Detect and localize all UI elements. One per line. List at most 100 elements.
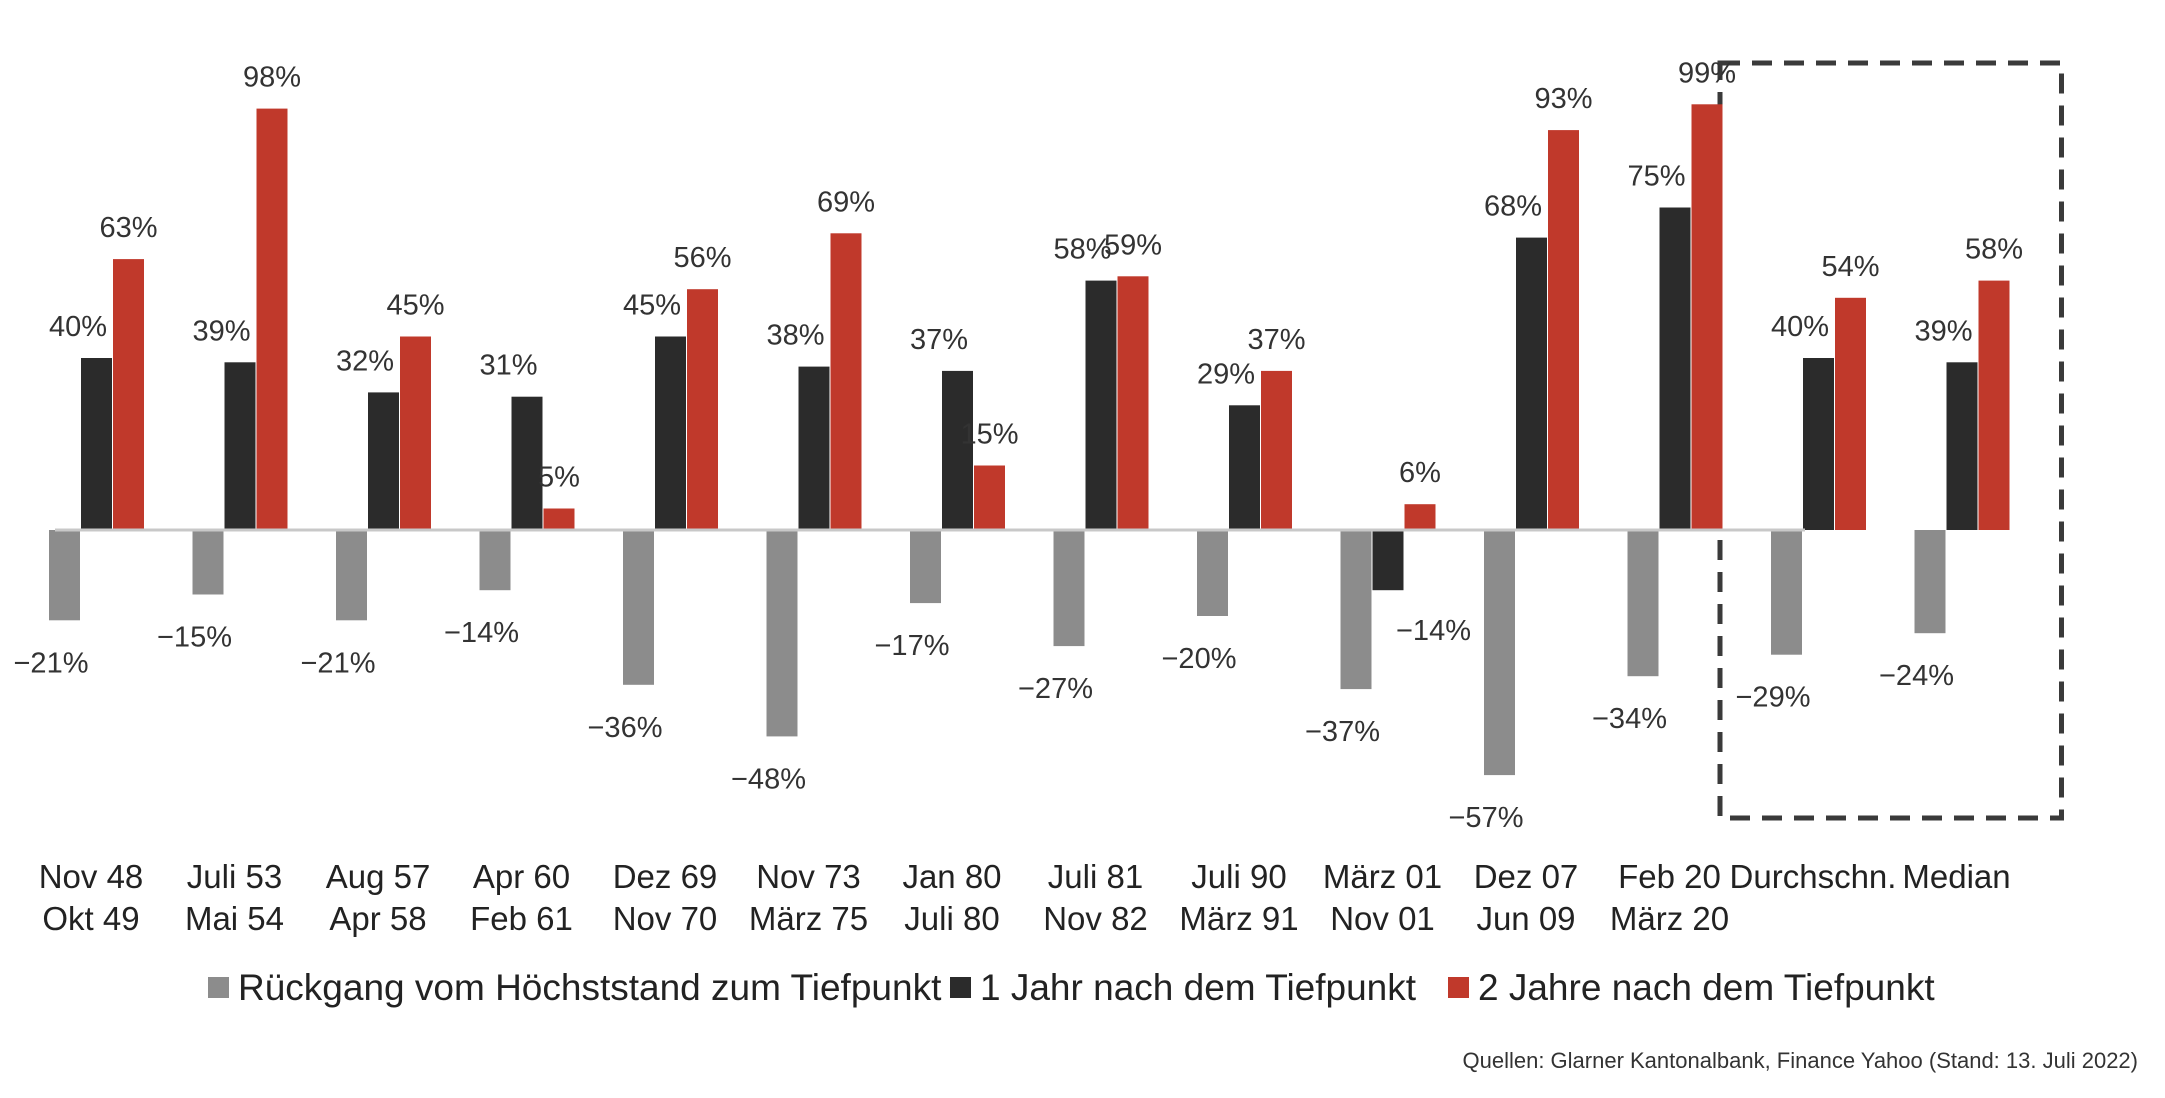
data-label-s3-5: 56% [673,242,731,274]
x-tick-label-5-2: Nov 70 [613,900,718,937]
data-label-s3-9: 37% [1247,324,1305,356]
data-label-s2-12: 75% [1627,161,1685,193]
x-tick-label-6-2: März 75 [749,900,868,937]
data-label-s1-5: −36% [588,712,663,744]
data-label-s1-8: −27% [1018,673,1093,705]
bar-s1-9 [1197,530,1228,616]
data-label-s3-4: 5% [538,462,580,494]
bar-s1-3 [336,530,367,621]
x-tick-label-12-2: März 20 [1610,900,1729,937]
bar-s1-7 [910,530,941,604]
bar-s3-5 [687,289,718,530]
data-label-s1-9: −20% [1162,643,1237,675]
bar-s1-5 [623,530,654,685]
bar-s2-4 [511,396,543,530]
data-label-s3-1: 63% [99,212,157,244]
bar-s1-10 [1340,530,1372,690]
legend-swatch-2 [950,977,971,998]
data-label-s3-3: 45% [386,290,444,322]
bar-s2-12 [1659,207,1691,530]
data-label-s1-1: −21% [14,647,89,679]
data-label-s3-8: 59% [1104,229,1162,261]
bar-s3-6 [830,233,862,531]
data-label-s3-12: 99% [1678,57,1736,89]
x-tick-label-10-2: Nov 01 [1330,900,1435,937]
bar-s2-1 [81,358,112,530]
bar-s3-1 [113,259,144,530]
bar-s2-2 [224,362,256,530]
data-label-s1-13: −29% [1736,682,1811,714]
x-tick-label-14-1: Median [1902,858,2010,895]
bar-s2-13 [1803,358,1834,530]
data-label-s3-14: 58% [1965,234,2023,266]
legend-label-3: 2 Jahre nach dem Tiefpunkt [1478,967,1935,1008]
x-tick-label-2-2: Mai 54 [185,900,284,937]
bar-s1-14 [1914,530,1946,634]
x-tick-label-2-1: Juli 53 [187,858,282,895]
data-label-s1-14: −24% [1879,660,1954,692]
bar-s3-14 [1978,280,2010,530]
data-label-s2-5: 45% [623,290,681,322]
data-label-s2-7: 37% [910,324,968,356]
data-label-s2-3: 32% [336,345,394,377]
bar-s3-10 [1404,504,1436,530]
bar-s3-8 [1117,276,1149,530]
bar-s3-4 [543,508,575,530]
data-label-s2-9: 29% [1197,358,1255,390]
x-tick-label-9-2: März 91 [1179,900,1298,937]
bar-s1-2 [192,530,224,595]
x-tick-label-8-2: Nov 82 [1043,900,1148,937]
bar-s2-14 [1946,362,1978,530]
x-tick-label-11-1: Dez 07 [1474,858,1579,895]
bar-s2-7 [942,370,973,530]
data-label-s3-11: 93% [1534,83,1592,115]
data-label-s3-6: 69% [817,186,875,218]
x-tick-label-9-1: Juli 90 [1191,858,1286,895]
x-tick-label-4-1: Apr 60 [473,858,570,895]
data-label-s2-13: 40% [1771,311,1829,343]
bar-s1-12 [1627,530,1659,677]
bar-s3-3 [400,336,431,530]
x-tick-label-5-1: Dez 69 [613,858,718,895]
x-tick-label-8-1: Juli 81 [1048,858,1143,895]
x-tick-label-12-1: Feb 20 [1618,858,1721,895]
data-label-s3-2: 98% [243,62,301,94]
x-tick-label-11-2: Jun 09 [1476,900,1575,937]
x-tick-label-7-1: Jan 80 [902,858,1001,895]
data-label-s1-10: −37% [1305,716,1380,748]
bar-s2-10 [1372,530,1404,591]
x-tick-label-3-2: Apr 58 [329,900,426,937]
data-label-s2-10: −14% [1396,615,1471,647]
bar-s2-6 [798,366,830,530]
bar-s1-4 [479,530,511,591]
data-label-s1-7: −17% [875,630,950,662]
data-label-s1-4: −14% [444,617,519,649]
data-label-s2-11: 68% [1484,191,1542,223]
bar-s2-9 [1229,405,1260,530]
bar-s2-5 [655,336,686,530]
legend-label-1: Rückgang vom Höchststand zum Tiefpunkt [238,967,942,1008]
data-label-s1-2: −15% [157,622,232,654]
bar-s2-3 [368,392,399,530]
bar-s3-2 [256,108,288,530]
x-tick-label-1-2: Okt 49 [42,900,139,937]
summary-highlight-box [1717,60,2064,821]
data-label-s2-2: 39% [192,315,250,347]
data-label-s2-14: 39% [1914,315,1972,347]
bar-s2-8 [1085,280,1117,530]
data-label-s3-7: 15% [960,419,1018,451]
x-tick-label-10-1: März 01 [1323,858,1442,895]
data-label-s2-8: 58% [1053,234,1111,266]
bar-s3-9 [1261,370,1292,530]
data-label-s1-12: −34% [1592,703,1667,735]
x-tick-label-13-1: Durchschn. [1730,858,1897,895]
x-tick-label-3-1: Aug 57 [326,858,431,895]
bar-s2-11 [1516,237,1547,530]
legend-swatch-3 [1448,977,1469,998]
x-tick-label-6-1: Nov 73 [756,858,861,895]
x-tick-label-1-1: Nov 48 [39,858,144,895]
data-label-s3-10: 6% [1399,457,1441,489]
bar-s3-12 [1691,104,1723,531]
data-label-s1-3: −21% [301,647,376,679]
